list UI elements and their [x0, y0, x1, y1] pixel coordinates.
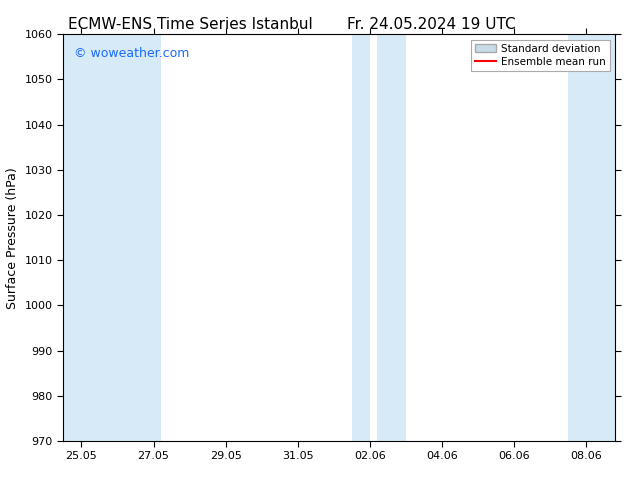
Bar [568, 34, 615, 441]
Bar [63, 34, 112, 441]
Bar [568, 34, 615, 441]
Text: ECMW-ENS Time Series Istanbul: ECMW-ENS Time Series Istanbul [68, 17, 313, 32]
Y-axis label: Surface Pressure (hPa): Surface Pressure (hPa) [6, 167, 19, 309]
Legend: Standard deviation, Ensemble mean run: Standard deviation, Ensemble mean run [470, 40, 610, 71]
Bar [63, 34, 117, 441]
Text: © woweather.com: © woweather.com [74, 47, 190, 59]
Bar [352, 34, 370, 441]
Bar [136, 34, 161, 441]
Bar [117, 34, 157, 441]
Text: Fr. 24.05.2024 19 UTC: Fr. 24.05.2024 19 UTC [347, 17, 515, 32]
Bar [352, 34, 370, 441]
Bar [377, 34, 395, 441]
Title: ECMW-ENS Time Series Istanbul     Fr. 24.05.2024 19 UTC: ECMW-ENS Time Series Istanbul Fr. 24.05.… [0, 489, 1, 490]
Bar [388, 34, 406, 441]
